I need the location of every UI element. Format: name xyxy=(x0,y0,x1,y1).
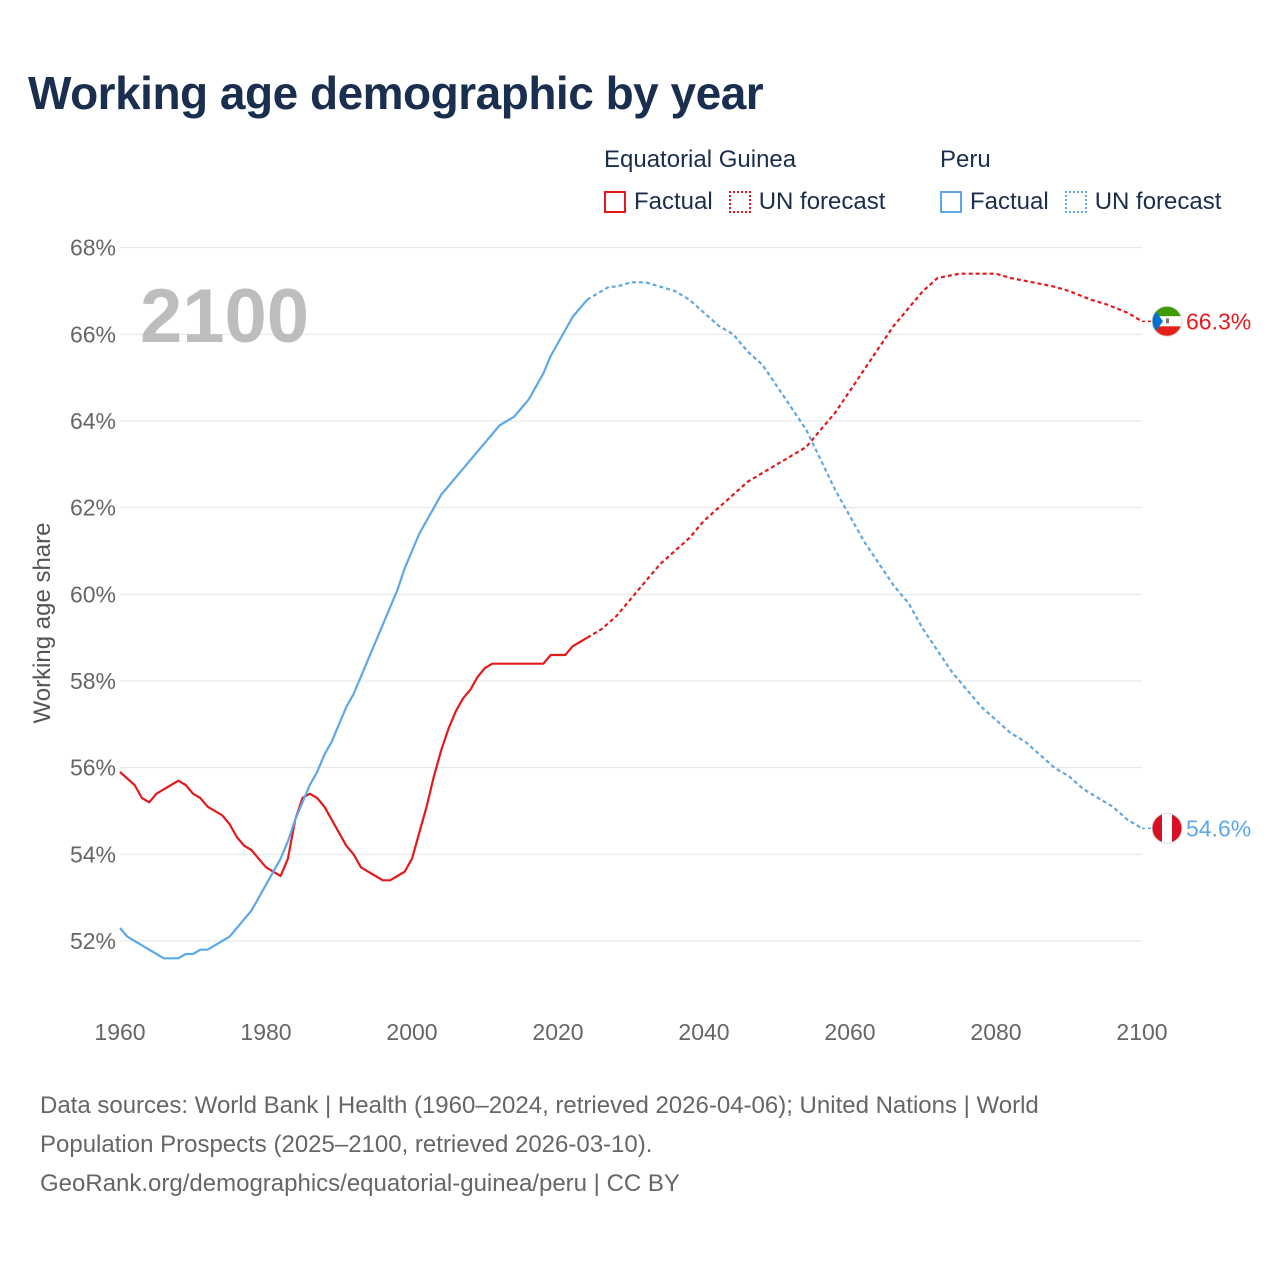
legend-group-equatorial-guinea: Equatorial Guinea Factual UN forecast xyxy=(604,144,901,222)
line-chart: 2100 52% 54% 56% 58% 60% 62% 64% 66% 68% 1960 198… xyxy=(29,235,1251,1045)
series-line-equatorial-guinea-forecast xyxy=(586,272,1143,639)
footer-line[interactable]: GeoRank.org/demographics/equatorial-guin… xyxy=(40,1170,680,1197)
series-line-peru-forecast xyxy=(586,281,1143,830)
x-tick-label: 2000 xyxy=(386,1019,437,1045)
legend-item-label: Factual xyxy=(970,188,1049,215)
legend-swatch-dotted xyxy=(1064,191,1087,213)
current-year-label: 2100 xyxy=(140,274,309,359)
flag-body xyxy=(1152,813,1182,844)
end-value-label: 66.3% xyxy=(1186,308,1251,334)
x-tick-label: 2100 xyxy=(1116,1019,1167,1045)
legend-item-label: UN forecast xyxy=(758,188,886,215)
footer-sources: Data sources: World Bank | Health (1960–… xyxy=(40,1086,1240,1203)
x-tick-label: 1980 xyxy=(240,1019,291,1045)
legend-group-name: Equatorial Guinea xyxy=(604,146,797,173)
flag-ring xyxy=(1151,812,1183,844)
footer-line: Population Prospects (2025–2100, retriev… xyxy=(40,1131,653,1158)
grid-lines xyxy=(120,247,1142,942)
y-tick-label: 64% xyxy=(70,408,116,434)
flag-stripe xyxy=(1162,813,1172,844)
y-tick-label: 54% xyxy=(70,841,116,867)
y-tick-label: 56% xyxy=(70,755,116,781)
equatorial-guinea-flag xyxy=(1151,305,1183,337)
y-tick-label: 66% xyxy=(70,321,116,347)
end-markers: 66.3% 54.6% xyxy=(1142,305,1251,844)
legend-item-peru-forecast[interactable]: UN forecast xyxy=(1064,188,1222,216)
flag-ring xyxy=(1151,305,1183,337)
series-lines xyxy=(119,272,1143,960)
x-tick-label: 2020 xyxy=(532,1019,583,1045)
y-tick-label: 52% xyxy=(70,928,116,954)
footer-line: Data sources: World Bank | Health (1960–… xyxy=(40,1092,1039,1119)
x-tick-label: 2080 xyxy=(970,1019,1021,1045)
legend-swatch-solid xyxy=(940,191,962,213)
flag-stripe xyxy=(1152,306,1182,317)
x-axis-ticks: 1960 1980 2000 2020 2040 2060 2080 2100 xyxy=(94,1019,1167,1045)
page-title: Working age demographic by year xyxy=(28,67,764,119)
x-tick-label: 1960 xyxy=(94,1019,145,1045)
legend-swatch-dotted xyxy=(728,191,751,213)
flag-stripe xyxy=(1172,813,1182,844)
flag-stripe xyxy=(1152,813,1162,844)
legend-swatch-solid xyxy=(604,191,626,213)
y-tick-label: 62% xyxy=(70,495,116,521)
y-tick-label: 58% xyxy=(70,668,116,694)
series-line-equatorial-guinea-factual xyxy=(119,636,588,882)
legend-item-label: UN forecast xyxy=(1094,188,1222,215)
y-tick-label: 60% xyxy=(70,581,116,607)
flag-emblem xyxy=(1166,318,1169,324)
x-tick-label: 2060 xyxy=(824,1019,875,1045)
legend-group-name: Peru xyxy=(940,146,991,173)
legend-item-peru-factual[interactable]: Factual xyxy=(940,188,1049,216)
peru-flag xyxy=(1151,812,1183,844)
flag-stripe xyxy=(1152,326,1182,337)
y-axis-ticks: 52% 54% 56% 58% 60% 62% 64% 66% 68% xyxy=(70,235,116,954)
x-tick-label: 2040 xyxy=(678,1019,729,1045)
flag-triangle xyxy=(1152,306,1163,337)
series-line-peru-factual xyxy=(119,298,589,960)
legend-group-peru: Peru Factual UN forecast xyxy=(940,144,1237,222)
y-tick-label: 68% xyxy=(70,235,116,261)
legend-item-label: Factual xyxy=(634,188,713,215)
legend-item-equatorial-guinea-forecast[interactable]: UN forecast xyxy=(728,188,886,216)
flag-body xyxy=(1152,306,1182,337)
y-axis-label: Working age share xyxy=(29,523,56,724)
end-value-label: 54.6% xyxy=(1186,815,1251,841)
legend-item-equatorial-guinea-factual[interactable]: Factual xyxy=(604,188,713,216)
